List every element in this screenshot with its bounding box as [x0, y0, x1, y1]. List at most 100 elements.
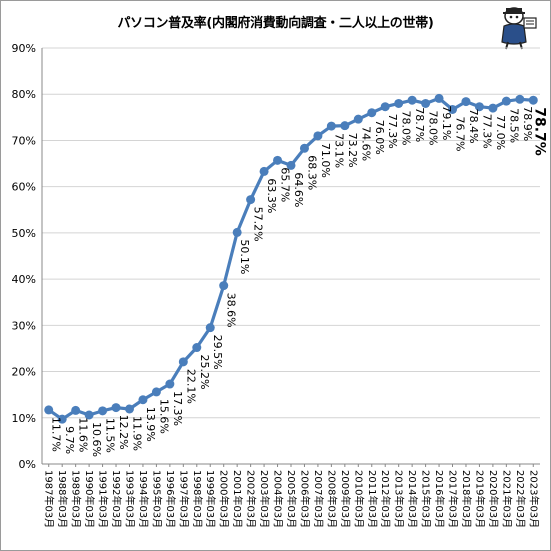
x-tick-label: 2009年03月	[339, 470, 352, 528]
data-label: 78.0%	[427, 110, 440, 145]
data-label: 12.2%	[117, 415, 130, 450]
x-tick-label: 2006年03月	[298, 470, 311, 528]
data-label: 63.3%	[265, 178, 278, 213]
x-tick-label: 2013年03月	[393, 470, 406, 528]
x-tick-label: 2004年03月	[272, 470, 285, 528]
x-tick-label: 1994年03月	[137, 470, 150, 528]
data-label: 50.1%	[238, 239, 251, 274]
data-point	[326, 121, 336, 131]
data-point	[138, 395, 148, 405]
y-tick-label: 60%	[12, 181, 36, 194]
mascot-logo	[501, 7, 537, 50]
data-label: 64.6%	[292, 172, 305, 207]
data-label: 78.4%	[467, 109, 480, 144]
data-point	[111, 403, 121, 413]
data-point	[286, 160, 296, 170]
data-label: 17.3%	[171, 391, 184, 426]
data-point	[205, 323, 215, 333]
x-tick-label: 2001年03月	[231, 470, 244, 528]
data-point	[488, 103, 498, 113]
data-label: 78.9%	[521, 106, 534, 141]
x-tick-label: 2011年03月	[366, 470, 379, 528]
x-tick-label: 2014年03月	[406, 470, 419, 528]
x-tick-label: 1999年03月	[204, 470, 217, 528]
data-point	[246, 195, 256, 205]
data-label: 57.2%	[252, 207, 265, 242]
x-tick-label: 1998年03月	[191, 470, 204, 528]
x-tick-label: 2017年03月	[447, 470, 460, 528]
data-label: 77.0%	[494, 115, 507, 150]
data-label: 77.3%	[386, 114, 399, 149]
x-tick-label: 1993年03月	[123, 470, 136, 528]
x-tick-label: 2016年03月	[433, 470, 446, 528]
data-point	[394, 98, 404, 108]
data-label: 78.0%	[400, 110, 413, 145]
data-label: 74.6%	[359, 126, 372, 161]
x-tick-label: 2019年03月	[473, 470, 486, 528]
data-label: 78.7%	[413, 107, 426, 142]
x-tick-label: 1991年03月	[97, 470, 110, 528]
data-label: 15.6%	[157, 399, 170, 434]
x-tick-label: 2000年03月	[218, 470, 231, 528]
x-tick-label: 1988年03月	[56, 470, 69, 528]
data-label: 38.6%	[225, 293, 238, 328]
x-tick-label: 2003年03月	[258, 470, 271, 528]
x-tick-label: 2007年03月	[312, 470, 325, 528]
data-point	[219, 281, 229, 291]
data-point	[528, 95, 538, 105]
x-tick-label: 2022年03月	[514, 470, 527, 528]
data-label: 25.2%	[198, 355, 211, 390]
data-label: 29.5%	[211, 335, 224, 370]
data-label: 11.9%	[130, 416, 143, 451]
x-tick-label: 1995年03月	[150, 470, 163, 528]
data-point	[421, 98, 431, 108]
x-tick-label: 2012年03月	[379, 470, 392, 528]
x-tick-label: 2023年03月	[527, 470, 540, 528]
data-point	[273, 155, 283, 165]
data-label: 11.6%	[77, 417, 90, 452]
x-tick-label: 2002年03月	[245, 470, 258, 528]
data-label: 9.7%	[63, 426, 76, 454]
data-label: 78.7%	[531, 107, 547, 156]
data-label: 79.1%	[440, 105, 453, 140]
data-points	[44, 93, 538, 424]
data-point	[461, 97, 471, 107]
data-labels: 11.7% 9.7% 11.6% 10.6% 11.5% 12.2% 11.9% 13.9% 1…	[50, 105, 548, 457]
y-tick-label: 50%	[12, 227, 36, 240]
data-label: 73.1%	[332, 133, 345, 168]
x-tick-label: 1996年03月	[164, 470, 177, 528]
x-tick-label: 2018年03月	[460, 470, 473, 528]
data-label: 65.7%	[279, 167, 292, 202]
x-tick-label: 2021年03月	[500, 470, 513, 528]
y-tick-label: 40%	[12, 273, 36, 286]
data-point	[151, 387, 161, 397]
data-point	[448, 104, 458, 114]
data-point	[44, 405, 54, 415]
y-tick-label: 20%	[12, 366, 36, 379]
y-tick-label: 90%	[12, 42, 36, 55]
x-axis-ticks: 1987年03月 1988年03月 1989年03月 1990年03月 1991年03月…	[43, 464, 540, 528]
data-point	[313, 131, 323, 141]
data-label: 76.7%	[454, 116, 467, 151]
grid-lines	[41, 47, 540, 465]
data-label: 71.0%	[319, 143, 332, 178]
data-point	[367, 108, 377, 118]
x-tick-label: 2010年03月	[352, 470, 365, 528]
data-point	[501, 96, 511, 106]
y-tick-label: 30%	[12, 319, 36, 332]
y-tick-label: 10%	[12, 412, 36, 425]
x-tick-label: 1987年03月	[43, 470, 56, 528]
y-tick-label: 0%	[19, 458, 36, 471]
data-point	[192, 343, 202, 353]
chart-title: パソコン普及率(内閣府消費動向調査・二人以上の世帯)	[117, 16, 434, 31]
data-point	[380, 102, 390, 112]
data-point	[299, 143, 309, 153]
data-label: 22.1%	[184, 369, 197, 404]
data-point	[57, 414, 67, 424]
x-tick-label: 1989年03月	[70, 470, 83, 528]
x-tick-label: 2020年03月	[487, 470, 500, 528]
data-point	[84, 410, 94, 420]
data-label: 68.3%	[305, 155, 318, 190]
